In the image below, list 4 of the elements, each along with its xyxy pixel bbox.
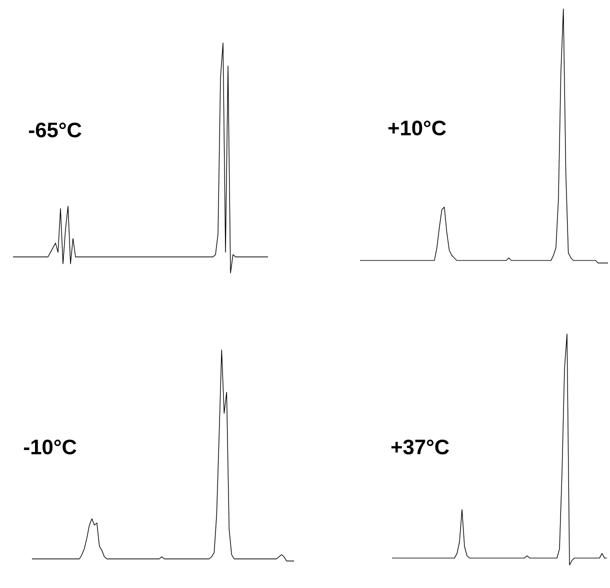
text: -10°C — [24, 440, 76, 454]
text: -65°C — [28, 122, 82, 138]
text: +37°C — [391, 440, 449, 454]
text: +10°C — [388, 120, 446, 136]
